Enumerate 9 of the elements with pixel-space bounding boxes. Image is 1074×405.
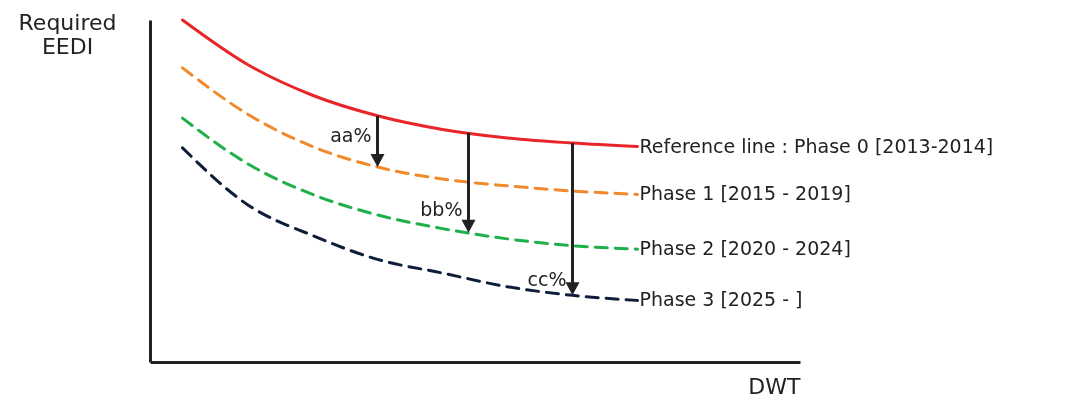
annotation: cc% bbox=[527, 267, 567, 290]
series-label: Phase 3 [2025 - ] bbox=[639, 288, 803, 311]
series-label: Phase 2 [2020 - 2024] bbox=[639, 237, 851, 260]
annotation: aa% bbox=[330, 123, 372, 146]
series-label: Reference line : Phase 0 [2013-2014] bbox=[639, 134, 994, 157]
y-axis-title: Required EEDI bbox=[18, 9, 117, 59]
x-axis-title: DWT bbox=[748, 373, 802, 399]
annotation: bb% bbox=[420, 198, 463, 221]
series-label: Phase 1 [2015 - 2019] bbox=[639, 182, 851, 205]
